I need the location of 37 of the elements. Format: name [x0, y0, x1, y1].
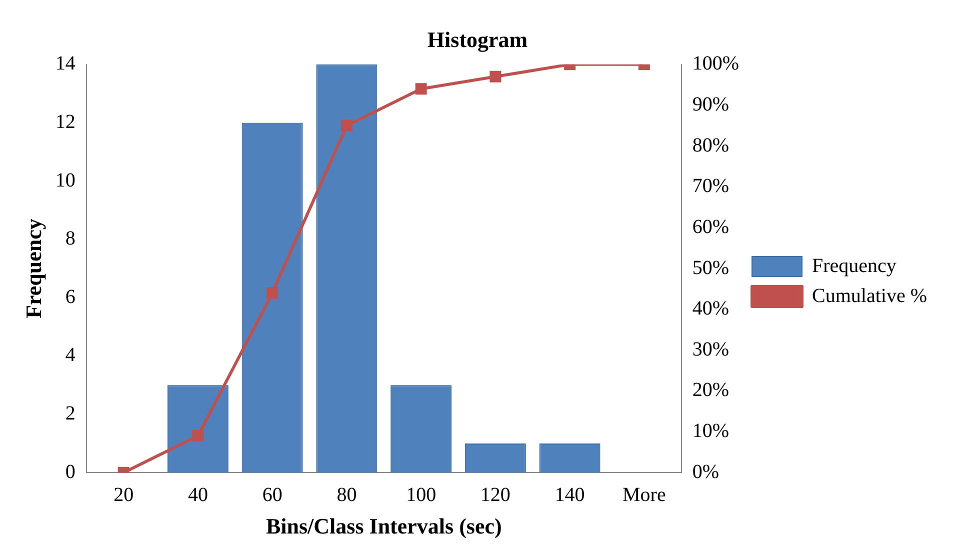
y-tick-label: 6 [65, 286, 76, 308]
y2-tick-label: 40% [692, 298, 730, 320]
x-tick-label: 100 [406, 484, 436, 506]
x-tick-label: 60 [262, 484, 282, 506]
x-axis-title: Bins/Class Intervals (sec) [266, 513, 502, 538]
y2-tick-label: 80% [692, 134, 730, 156]
y2-tick-label: 10% [692, 420, 730, 442]
x-tick-label: 120 [480, 484, 510, 506]
legend-label: Cumulative % [812, 284, 928, 307]
y2-tick-label: 90% [692, 93, 730, 116]
y-tick-label: 14 [55, 52, 76, 75]
point [415, 83, 427, 95]
legend-label: Frequency [812, 254, 896, 277]
y2-tick-label: 30% [692, 338, 730, 360]
y-tick-label: 4 [65, 344, 76, 366]
x-tick-label: More [622, 484, 666, 506]
y-axis-title: Frequency [20, 218, 46, 318]
chart-title: Histogram [427, 26, 528, 52]
y-tick-label: 8 [65, 228, 76, 250]
x-tick-label: 140 [554, 484, 585, 506]
y2-tick-label: 60% [692, 216, 730, 238]
y2-tick-label: 100% [692, 52, 740, 75]
y2-tick-label: 0% [692, 460, 720, 483]
y-tick-label: 10 [55, 169, 76, 192]
y-tick-label: 0 [65, 460, 76, 483]
y2-tick-label: 70% [692, 175, 730, 198]
y2-tick-label: 20% [692, 379, 730, 402]
point [340, 120, 352, 132]
y-tick-label: 12 [55, 110, 76, 133]
point [192, 430, 204, 442]
point [490, 70, 502, 82]
x-tick-label: 20 [114, 484, 134, 506]
y2-tick-label: 50% [692, 256, 730, 279]
point [266, 287, 278, 299]
y-tick-label: 2 [65, 402, 76, 425]
x-tick-label: 40 [188, 484, 208, 506]
x-tick-label: 80 [336, 484, 357, 506]
